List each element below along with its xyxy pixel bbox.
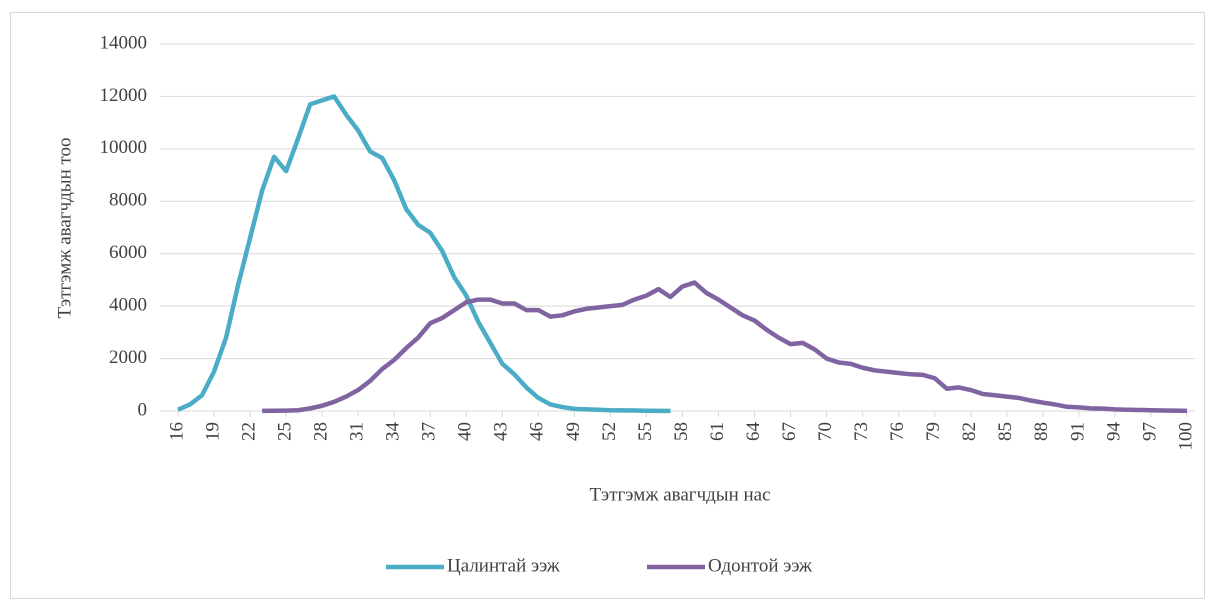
x-tick-label: 28 [311,422,332,441]
series-line [177,94,671,414]
x-tick-label: 46 [527,422,548,441]
x-tick-label: 91 [1067,422,1088,441]
x-tick-label: 82 [959,422,980,441]
x-tick-label: 16 [166,422,187,441]
x-tick-label: 55 [635,422,656,441]
x-tick-label: 94 [1103,422,1124,442]
y-tick-label: 10000 [100,137,148,158]
y-axis-label: Тэтгэмж авагчдын тоо [54,137,75,318]
x-tick-label: 85 [995,422,1016,441]
y-tick-label: 14000 [100,32,148,53]
x-tick-label: 64 [743,422,764,442]
x-tick-label: 88 [1031,422,1052,441]
x-tick-label: 79 [923,422,944,441]
x-tick-label: 52 [599,422,620,441]
x-tick-label: 19 [202,422,223,441]
x-tick-label: 76 [887,422,908,441]
x-tick-label: 34 [383,422,404,442]
series-line [262,280,1188,414]
x-tick-label: 25 [274,422,295,441]
x-tick-label: 22 [238,422,259,441]
x-tick-label: 37 [419,422,440,441]
y-tick-label: 2000 [109,347,147,368]
x-tick-label: 70 [815,422,836,441]
y-tick-label: 8000 [109,190,147,211]
y-tick-label: 12000 [100,85,148,106]
x-tick-label: 31 [347,422,368,441]
x-tick-label: 40 [455,422,476,441]
x-tick-label: 43 [491,422,512,441]
x-tick-label: 73 [851,422,872,441]
x-tick-label: 97 [1139,422,1160,441]
y-tick-label: 4000 [109,295,147,316]
x-axis-label: Тэтгэмж авагчдын нас [589,484,770,505]
x-tick-label: 100 [1175,422,1196,451]
x-tick-label: 49 [563,422,584,441]
x-tick-label: 67 [779,422,800,441]
x-tick-label: 58 [671,422,692,441]
legend-label: Цалинтай ээж [447,555,561,576]
y-tick-label: 0 [138,399,148,420]
legend-label: Одонтой ээж [708,555,813,576]
y-tick-label: 6000 [109,242,147,263]
x-tick-label: 61 [707,422,728,441]
